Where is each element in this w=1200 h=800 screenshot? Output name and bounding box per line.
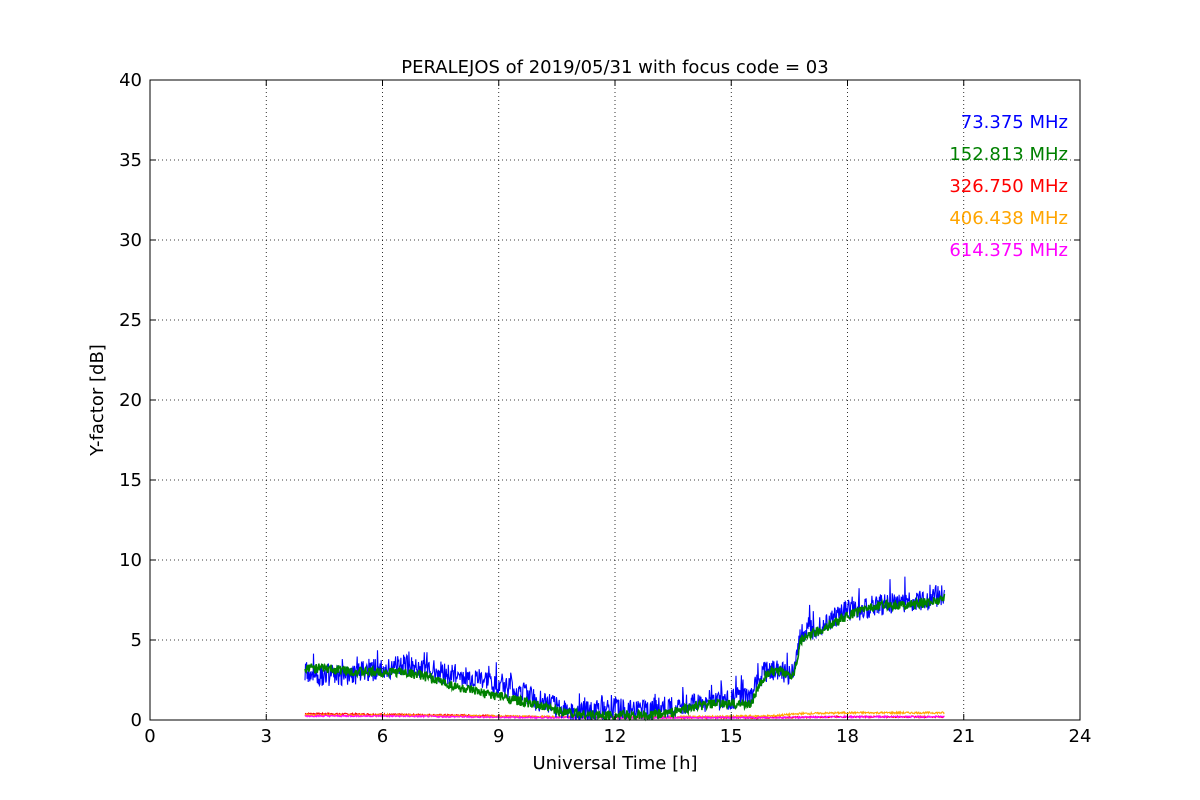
x-axis-label: Universal Time [h]	[532, 753, 697, 774]
x-tick-label: 6	[377, 726, 388, 747]
axis-ticks	[149, 79, 1081, 721]
x-tick-label: 21	[952, 726, 975, 747]
y-tick-label: 10	[119, 550, 142, 571]
y-tick-label: 20	[119, 390, 142, 411]
legend-entry: 614.375 MHz	[949, 240, 1068, 261]
legend-entry: 73.375 MHz	[961, 112, 1068, 133]
x-tick-label: 15	[720, 726, 743, 747]
y-tick-label: 15	[119, 470, 142, 491]
legend-entry: 152.813 MHz	[949, 144, 1068, 165]
legend-entry: 406.438 MHz	[949, 208, 1068, 229]
y-tick-label: 0	[131, 710, 142, 731]
grid-lines	[150, 80, 1080, 720]
x-tick-label: 9	[493, 726, 504, 747]
x-tick-label: 12	[604, 726, 627, 747]
plot-series	[304, 576, 946, 722]
series-line	[304, 593, 946, 722]
y-axis-label: Y-factor [dB]	[87, 344, 108, 457]
legend-entry: 326.750 MHz	[949, 176, 1068, 197]
y-tick-label: 35	[119, 150, 142, 171]
chart-title: PERALEJOS of 2019/05/31 with focus code …	[401, 57, 828, 78]
x-tick-label: 24	[1069, 726, 1092, 747]
x-tick-label: 0	[144, 726, 155, 747]
y-tick-label: 30	[119, 230, 142, 251]
x-tick-label: 18	[836, 726, 859, 747]
y-tick-labels: 0 5 10 15 20 25 30 35 40	[119, 70, 142, 731]
x-tick-label: 3	[261, 726, 272, 747]
series-line	[304, 576, 945, 721]
y-tick-label: 5	[131, 630, 142, 651]
legend: 73.375 MHz 152.813 MHz 326.750 MHz 406.438 …	[949, 112, 1068, 261]
y-tick-label: 25	[119, 310, 142, 331]
x-tick-labels: 0 3 6 9 12 15 18 21 24	[144, 726, 1091, 747]
y-tick-label: 40	[119, 70, 142, 91]
